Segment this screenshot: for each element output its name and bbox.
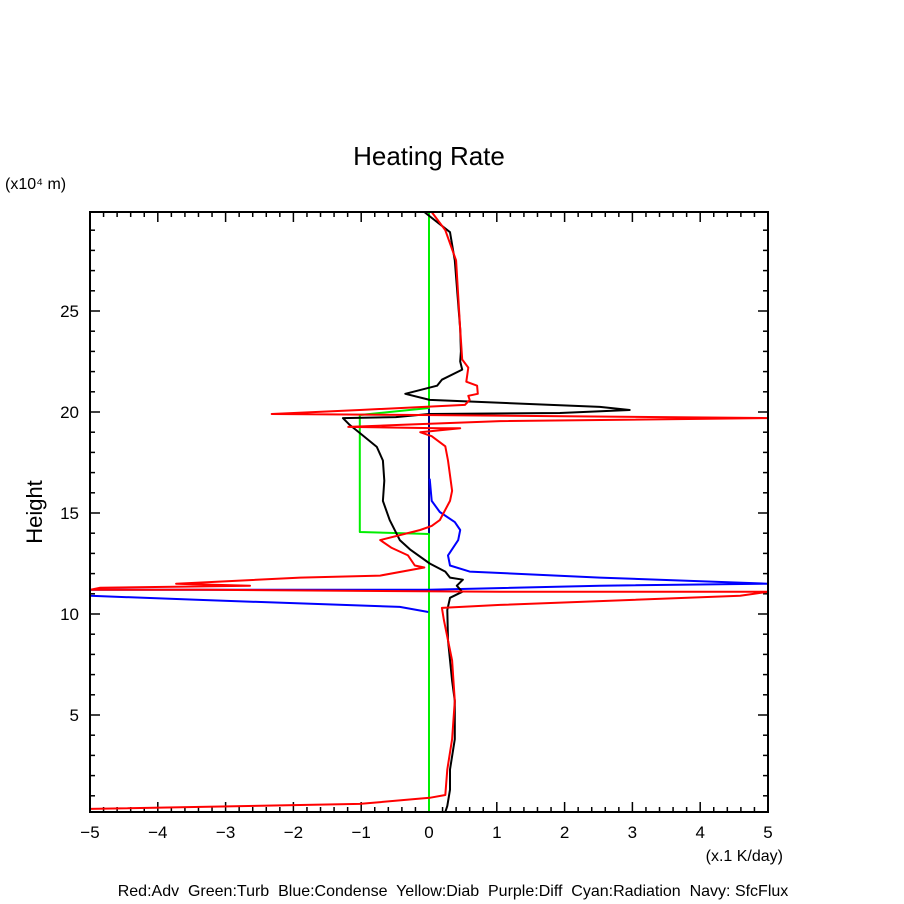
plot-frame — [89, 211, 769, 813]
series-line-blue — [89, 478, 769, 613]
y-tick-label: 25 — [60, 302, 79, 321]
x-tick-label: 0 — [424, 823, 433, 842]
y-tick-label: 5 — [70, 706, 79, 725]
x-tick-label: 3 — [628, 823, 637, 842]
x-unit-label: (x.1 K/day) — [706, 848, 783, 865]
series-line-red — [89, 211, 769, 810]
series-line-black — [341, 211, 631, 813]
legend-text: Red:Adv Green:Turb Blue:Condense Yellow:… — [118, 883, 789, 900]
x-tick-label: 2 — [560, 823, 569, 842]
series-line-green — [358, 212, 430, 812]
series-line-navy — [428, 212, 768, 813]
y-tick-label: 15 — [60, 504, 79, 523]
y-tick-label: 10 — [60, 605, 79, 624]
x-tick-label: −2 — [284, 823, 303, 842]
chart-title: Heating Rate — [353, 141, 505, 171]
y-tick-label: 20 — [60, 403, 79, 422]
y-unit-label: (x10⁴ m) — [5, 176, 66, 193]
x-tick-label: 4 — [695, 823, 704, 842]
x-tick-label: 1 — [492, 823, 501, 842]
y-axis-label: Height — [22, 480, 47, 544]
x-tick-label: 5 — [763, 823, 772, 842]
x-tick-label: −5 — [80, 823, 99, 842]
x-tick-label: −3 — [216, 823, 235, 842]
x-tick-label: −4 — [148, 823, 167, 842]
x-tick-label: −1 — [352, 823, 371, 842]
